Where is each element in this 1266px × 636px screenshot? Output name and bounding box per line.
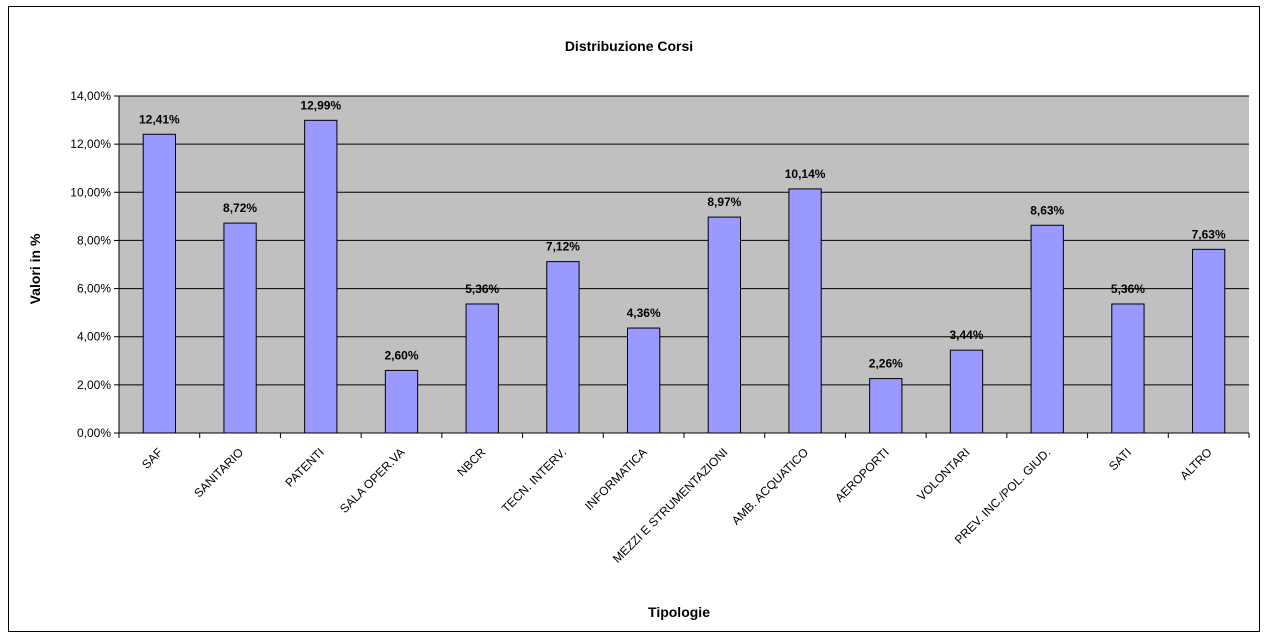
x-tick-label: INFORMATICA <box>582 445 650 513</box>
y-tick-label: 14,00% <box>70 89 111 103</box>
data-label: 12,41% <box>139 112 180 126</box>
data-label: 10,14% <box>785 167 826 181</box>
bar <box>707 216 742 434</box>
y-tick-label: 8,00% <box>77 233 111 247</box>
data-label: 5,36% <box>465 282 499 296</box>
bar <box>1192 248 1226 434</box>
x-tick-label: NBCR <box>454 445 488 479</box>
y-axis-label: Valori in % <box>27 233 43 304</box>
y-tick-label: 10,00% <box>70 185 111 199</box>
bar <box>1111 303 1145 434</box>
x-tick-label: SANITARIO <box>191 445 246 500</box>
x-tick-label: PATENTI <box>282 445 326 489</box>
bar <box>223 222 257 434</box>
y-tick-label: 6,00% <box>77 282 111 296</box>
bar-chart: Distribuzione Corsi 0,00% 2,00% 4,00% 6,00%… <box>27 38 1250 620</box>
x-tick-label: SALA OPER.VA <box>337 445 408 516</box>
bar <box>788 188 822 434</box>
x-tick-label: VOLONTARI <box>914 445 972 503</box>
plot-background <box>119 96 1249 433</box>
data-label: 12,99% <box>300 98 341 112</box>
bar <box>384 369 419 434</box>
data-label: 3,44% <box>949 328 983 342</box>
bar <box>142 133 176 434</box>
data-label: 8,72% <box>223 201 257 215</box>
bar <box>949 349 984 434</box>
bar <box>546 261 580 434</box>
x-tick-label: TECN. INTERV. <box>499 445 569 515</box>
x-tick-label: SAF <box>139 445 165 471</box>
y-tick-label: 0,00% <box>77 426 111 440</box>
data-label: 2,26% <box>869 357 903 371</box>
data-label: 5,36% <box>1111 282 1145 296</box>
y-tick-label: 2,00% <box>77 378 111 392</box>
data-label: 8,63% <box>1030 203 1064 217</box>
x-tick-label: SATI <box>1106 445 1134 473</box>
data-label: 4,36% <box>627 306 661 320</box>
data-label: 8,97% <box>707 195 741 209</box>
bar <box>465 303 499 434</box>
bar <box>304 119 338 434</box>
y-tick-label: 4,00% <box>77 330 111 344</box>
bar <box>1030 224 1064 434</box>
bar <box>627 327 661 434</box>
x-tick-label: AEROPORTI <box>832 445 892 505</box>
data-label: 2,60% <box>384 348 418 362</box>
x-axis-label: Tipologie <box>648 604 710 620</box>
data-label: 7,63% <box>1192 227 1226 241</box>
data-label: 7,12% <box>546 240 580 254</box>
plot-area: 0,00% 2,00% 4,00% 6,00% 8,00% 10,00% 12,00% 14,… <box>70 89 1250 566</box>
y-tick-label: 12,00% <box>70 137 111 151</box>
chart-frame: Distribuzione Corsi 0,00% 2,00% 4,00% 6,00%… <box>8 6 1260 632</box>
bar <box>869 378 903 434</box>
chart-title: Distribuzione Corsi <box>565 38 693 54</box>
x-tick-label: AMB. ACQUATICO <box>729 445 811 527</box>
x-tick-label: ALTRO <box>1177 445 1215 483</box>
